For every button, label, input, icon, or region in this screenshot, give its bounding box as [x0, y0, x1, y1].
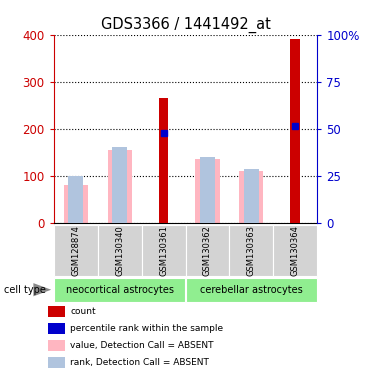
- Bar: [112, 147, 127, 223]
- Bar: [108, 150, 132, 223]
- Text: cerebellar astrocytes: cerebellar astrocytes: [200, 285, 303, 295]
- Text: count: count: [70, 307, 96, 316]
- Bar: [196, 159, 220, 223]
- Text: GSM130362: GSM130362: [203, 225, 212, 276]
- Text: GSM128874: GSM128874: [71, 225, 80, 276]
- Text: GDS3366 / 1441492_at: GDS3366 / 1441492_at: [101, 17, 270, 33]
- Text: value, Detection Call = ABSENT: value, Detection Call = ABSENT: [70, 341, 214, 350]
- Text: neocortical astrocytes: neocortical astrocytes: [66, 285, 174, 295]
- Polygon shape: [33, 283, 51, 296]
- Text: GSM130363: GSM130363: [247, 225, 256, 276]
- Bar: [64, 185, 88, 223]
- Bar: [200, 157, 215, 223]
- Text: cell type: cell type: [4, 285, 46, 295]
- Bar: [68, 176, 83, 223]
- Bar: [239, 171, 263, 223]
- Bar: [244, 169, 259, 223]
- Bar: [159, 98, 168, 223]
- Bar: [290, 39, 300, 223]
- Text: GSM130361: GSM130361: [159, 225, 168, 276]
- Text: GSM130364: GSM130364: [291, 225, 300, 276]
- Text: rank, Detection Call = ABSENT: rank, Detection Call = ABSENT: [70, 358, 209, 367]
- Text: GSM130340: GSM130340: [115, 225, 124, 276]
- Text: percentile rank within the sample: percentile rank within the sample: [70, 324, 224, 333]
